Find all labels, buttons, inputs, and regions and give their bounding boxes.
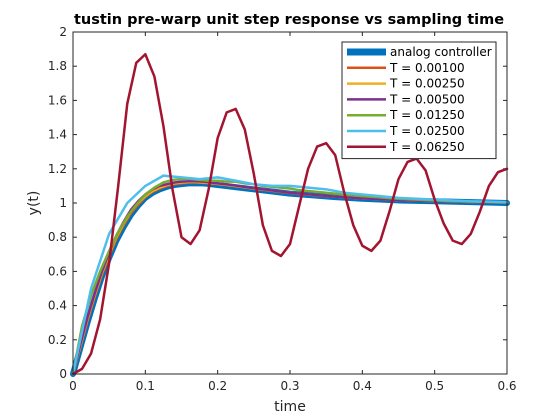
legend-entry-label: T = 0.02500 bbox=[389, 124, 465, 138]
y-tick-label: 1.4 bbox=[48, 128, 67, 142]
y-tick-label: 0.8 bbox=[48, 230, 67, 244]
y-tick-label: 0.6 bbox=[48, 264, 67, 278]
legend-entry-label: T = 0.01250 bbox=[389, 108, 465, 122]
y-tick-label: 1.6 bbox=[48, 93, 67, 107]
x-tick-label: 0.4 bbox=[353, 379, 372, 393]
x-axis-label: time bbox=[274, 399, 306, 415]
plot-frame bbox=[72, 31, 508, 375]
series-line-4 bbox=[71, 177, 509, 376]
x-axis-ticks: 0 0.1 0.2 0.3 0.4 0.5 0.6 bbox=[69, 32, 517, 393]
chart-title: tustin pre-warp unit step response vs sa… bbox=[74, 12, 504, 28]
y-tick-label: 0 bbox=[59, 367, 67, 381]
legend-entry-label: T = 0.06250 bbox=[389, 140, 465, 154]
series-lines bbox=[70, 52, 510, 377]
y-tick-label: 1 bbox=[59, 196, 67, 210]
x-tick-label: 0.3 bbox=[280, 379, 299, 393]
y-tick-label: 0.2 bbox=[48, 333, 67, 347]
x-tick-label: 0 bbox=[69, 379, 77, 393]
y-axis-ticks: 0 0.2 0.4 0.6 0.8 1 1.2 1.4 1.6 1.8 2 bbox=[48, 25, 507, 381]
y-tick-label: 0.4 bbox=[48, 299, 67, 313]
x-tick-label: 0.2 bbox=[208, 379, 227, 393]
legend-entry-label: analog controller bbox=[390, 45, 492, 59]
y-tick-label: 2 bbox=[59, 25, 67, 39]
x-tick-label: 0.1 bbox=[136, 379, 155, 393]
y-tick-label: 1.8 bbox=[48, 59, 67, 73]
x-tick-label: 0.5 bbox=[425, 379, 444, 393]
legend-entry-label: T = 0.00250 bbox=[389, 77, 465, 91]
y-tick-label: 1.2 bbox=[48, 162, 67, 176]
y-axis-label: y(t) bbox=[26, 191, 42, 216]
legend-entry-label: T = 0.00500 bbox=[389, 92, 465, 106]
x-tick-label: 0.6 bbox=[497, 379, 516, 393]
series-line-6 bbox=[71, 52, 509, 376]
legend-entry-label: T = 0.00100 bbox=[389, 61, 465, 75]
